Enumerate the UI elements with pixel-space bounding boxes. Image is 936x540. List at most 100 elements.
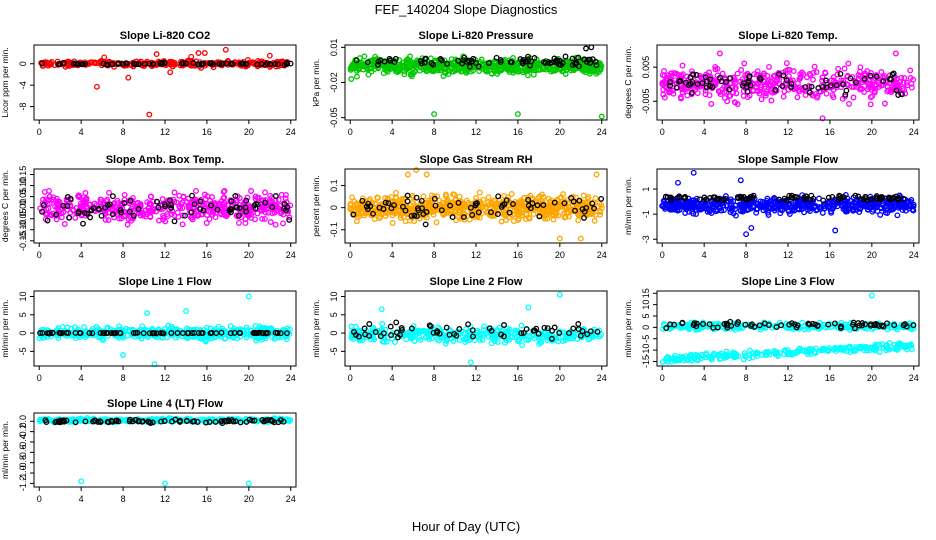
data-point bbox=[66, 214, 73, 221]
data-point bbox=[715, 195, 722, 202]
data-point bbox=[488, 327, 495, 334]
data-point bbox=[516, 208, 522, 215]
data-point bbox=[867, 204, 873, 211]
data-point bbox=[207, 330, 214, 337]
data-point bbox=[111, 214, 118, 221]
data-point bbox=[530, 211, 537, 218]
y-tick-label: -0.15 bbox=[18, 231, 28, 252]
data-point bbox=[551, 199, 558, 206]
data-point bbox=[443, 324, 450, 331]
data-point bbox=[515, 338, 521, 345]
data-point bbox=[592, 58, 599, 65]
data-point bbox=[495, 327, 502, 334]
data-point bbox=[432, 202, 439, 209]
data-point bbox=[497, 57, 504, 63]
data-point bbox=[674, 194, 681, 201]
data-point bbox=[263, 329, 270, 336]
data-point bbox=[660, 326, 667, 332]
data-point bbox=[575, 211, 582, 218]
y-tick-label: -0.05 bbox=[329, 107, 339, 128]
data-point bbox=[105, 217, 112, 224]
data-point bbox=[197, 206, 204, 213]
data-point bbox=[165, 60, 171, 67]
data-point bbox=[540, 202, 547, 209]
data-point bbox=[40, 202, 47, 208]
data-point bbox=[254, 201, 261, 208]
data-point bbox=[180, 60, 187, 67]
data-point bbox=[388, 205, 395, 212]
data-point bbox=[239, 60, 246, 67]
y-tick-label: -1 bbox=[641, 210, 651, 218]
data-point bbox=[850, 94, 857, 101]
data-point bbox=[190, 60, 197, 67]
data-point bbox=[878, 69, 885, 75]
data-point bbox=[723, 202, 730, 209]
data-point bbox=[872, 82, 879, 89]
data-point bbox=[171, 218, 178, 225]
data-point bbox=[87, 214, 94, 221]
data-point bbox=[207, 60, 214, 67]
data-point bbox=[473, 60, 480, 67]
data-point bbox=[387, 323, 394, 330]
data-point bbox=[871, 88, 878, 95]
data-point bbox=[208, 202, 214, 209]
y-tick-label: 0.005 bbox=[641, 56, 651, 79]
data-point bbox=[908, 197, 915, 203]
data-point bbox=[392, 55, 399, 62]
data-point bbox=[783, 60, 790, 67]
data-point bbox=[48, 61, 55, 68]
data-point bbox=[669, 206, 675, 213]
y-axis-label: ml/min per min. bbox=[623, 177, 633, 235]
data-point bbox=[548, 335, 555, 342]
data-point bbox=[106, 189, 112, 196]
data-point bbox=[492, 63, 499, 69]
data-point bbox=[488, 199, 495, 206]
y-tick-label: -4 bbox=[18, 81, 28, 89]
data-point bbox=[141, 60, 148, 67]
data-point bbox=[118, 209, 125, 216]
data-point bbox=[598, 331, 605, 338]
data-point bbox=[378, 306, 385, 313]
data-point bbox=[703, 84, 710, 91]
data-point bbox=[677, 94, 684, 101]
data-points bbox=[659, 169, 917, 238]
data-point bbox=[860, 196, 867, 203]
data-point bbox=[741, 80, 747, 87]
data-point bbox=[485, 194, 492, 201]
data-point bbox=[695, 203, 702, 210]
data-point bbox=[864, 86, 871, 93]
data-point bbox=[138, 335, 145, 342]
data-point bbox=[470, 333, 476, 340]
x-tick-label: 12 bbox=[160, 127, 170, 137]
x-tick-label: 24 bbox=[597, 127, 607, 137]
x-tick-label: 24 bbox=[909, 250, 919, 260]
data-point bbox=[480, 326, 487, 333]
data-point bbox=[272, 335, 279, 341]
data-point bbox=[101, 54, 108, 61]
data-point bbox=[185, 205, 192, 212]
data-point bbox=[245, 212, 252, 219]
data-point bbox=[867, 94, 874, 101]
data-point bbox=[597, 209, 604, 215]
data-point bbox=[506, 209, 513, 216]
data-point bbox=[209, 211, 216, 218]
data-point bbox=[726, 205, 733, 212]
data-point bbox=[693, 72, 700, 78]
data-point bbox=[880, 78, 887, 85]
data-point bbox=[892, 50, 899, 57]
data-point bbox=[876, 81, 883, 88]
data-point bbox=[841, 201, 848, 208]
data-point bbox=[494, 211, 501, 218]
figure-title: FEF_140204 Slope Diagnostics bbox=[375, 2, 558, 17]
data-point bbox=[411, 212, 418, 219]
data-point bbox=[414, 213, 420, 220]
data-point bbox=[682, 79, 689, 86]
x-tick-label: 8 bbox=[432, 127, 437, 137]
data-point bbox=[515, 329, 522, 336]
data-point bbox=[283, 61, 290, 68]
data-point bbox=[64, 194, 71, 200]
data-point bbox=[894, 212, 901, 219]
data-point bbox=[566, 65, 573, 72]
data-point bbox=[556, 330, 563, 336]
